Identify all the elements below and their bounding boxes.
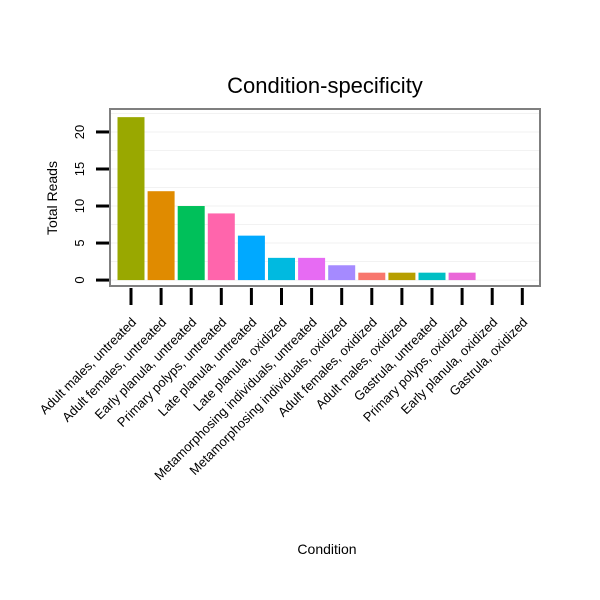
y-tick-label: 0 (72, 276, 87, 283)
bar (388, 272, 416, 281)
bar (358, 272, 386, 281)
bar (268, 257, 295, 281)
x-axis-title: Condition (297, 541, 356, 557)
bars-layer (117, 117, 476, 281)
y-tick-label: 10 (72, 199, 87, 213)
chart-title: Condition-specificity (227, 73, 423, 98)
y-tick-label: 5 (72, 239, 87, 246)
grid-layer (111, 112, 539, 281)
y-tick-label: 15 (72, 162, 87, 176)
bar (237, 235, 265, 281)
y-axis-title: Total Reads (44, 161, 60, 235)
bar (117, 117, 145, 281)
bar (448, 272, 476, 281)
bar (298, 257, 326, 281)
plot-panel-border (109, 108, 541, 287)
bar (147, 191, 175, 281)
y-tick-label: 20 (72, 125, 87, 139)
y-axis: 0 5 10 15 20 (72, 125, 109, 284)
bar (207, 213, 235, 281)
bar (177, 206, 205, 281)
bar (328, 265, 356, 281)
bar (418, 272, 446, 281)
